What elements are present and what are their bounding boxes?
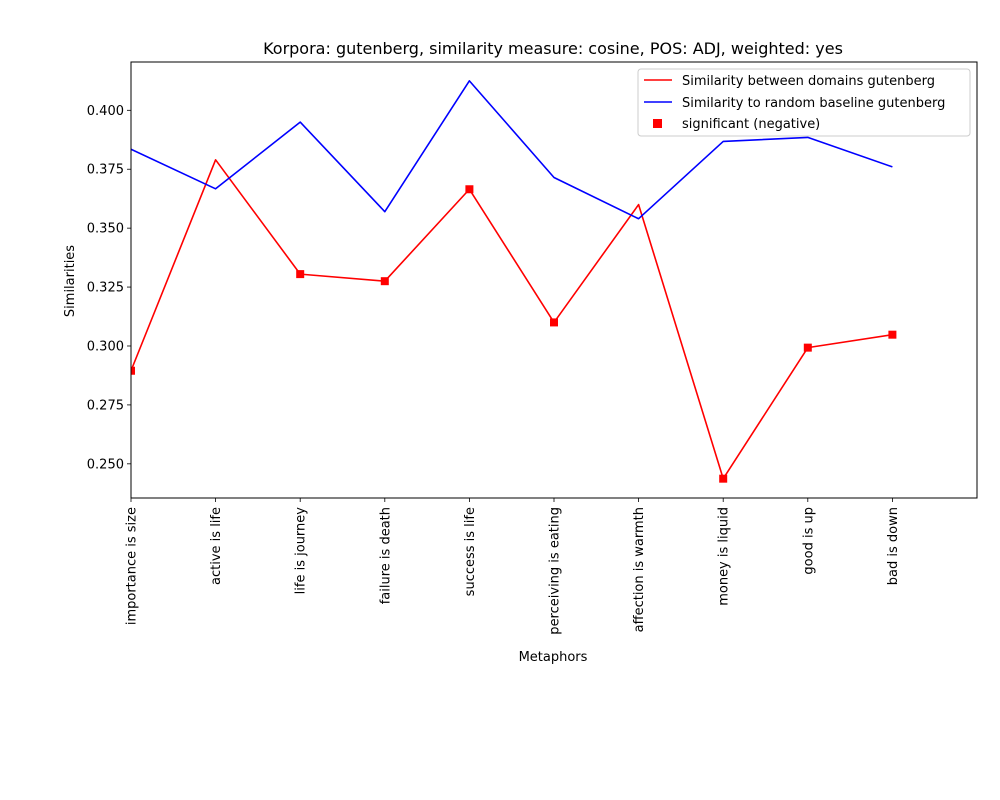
x-tick-label: good is up — [801, 507, 816, 575]
series-layer — [131, 80, 897, 483]
y-tick-label: 0.300 — [87, 339, 124, 354]
x-tick-label: failure is death — [378, 507, 393, 604]
legend-label-significant: significant (negative) — [682, 117, 820, 132]
significant-marker — [465, 185, 474, 194]
significant-marker — [550, 318, 558, 327]
x-tick-label: active is life — [209, 507, 224, 585]
x-axis-label: Metaphors — [519, 650, 588, 665]
x-tick-label: importance is size — [125, 507, 140, 625]
x-tick-label: life is journey — [294, 507, 309, 595]
legend-label-random-baseline: Similarity to random baseline gutenberg — [682, 96, 945, 111]
y-axis-label: Similarities — [63, 245, 78, 317]
significant-marker — [380, 277, 389, 286]
series-line-between-domains — [131, 159, 893, 480]
x-tick-label: perceiving is eating — [548, 507, 563, 635]
x-tick-label: success is life — [463, 507, 478, 596]
x-tick-label: affection is warmth — [632, 507, 647, 632]
legend-swatch-significant — [653, 119, 662, 128]
y-tick-label: 0.250 — [87, 457, 124, 472]
y-tick-label: 0.350 — [87, 222, 124, 237]
significant-marker — [296, 270, 305, 279]
legend-box — [637, 68, 971, 137]
legend: Similarity between domains gutenberg Sim… — [637, 68, 971, 137]
significant-marker — [719, 474, 728, 483]
y-tick-label: 0.375 — [87, 163, 124, 178]
y-tick-label: 0.325 — [87, 281, 124, 296]
chart-title: Korpora: gutenberg, similarity measure: … — [263, 39, 843, 58]
significant-marker — [888, 330, 897, 339]
plot-area: 0.250 0.275 0.300 0.325 0.350 0.375 0.400 impor… — [87, 61, 978, 635]
legend-label-between-domains: Similarity between domains gutenberg — [682, 74, 935, 89]
y-tick-label: 0.275 — [87, 398, 124, 413]
x-tick-label: money is liquid — [717, 507, 732, 606]
axes-frame — [130, 61, 978, 499]
significant-marker — [803, 343, 812, 352]
y-tick-label: 0.400 — [87, 104, 124, 119]
series-line-random-baseline — [131, 80, 893, 220]
significant-marker — [131, 366, 135, 375]
x-tick-label: bad is down — [886, 507, 901, 585]
